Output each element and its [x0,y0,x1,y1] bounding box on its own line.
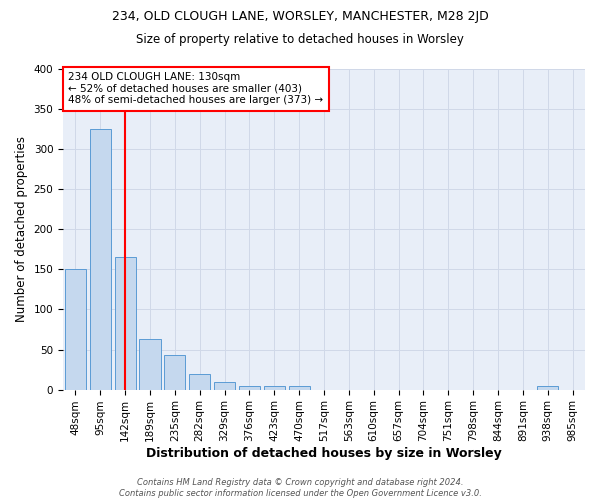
Bar [264,386,285,390]
Bar [537,386,558,390]
Bar [239,386,260,390]
Text: Contains HM Land Registry data © Crown copyright and database right 2024.
Contai: Contains HM Land Registry data © Crown c… [119,478,481,498]
Bar [214,382,235,390]
Bar [289,386,310,390]
Bar [115,258,136,390]
Bar [90,129,111,390]
Text: 234, OLD CLOUGH LANE, WORSLEY, MANCHESTER, M28 2JD: 234, OLD CLOUGH LANE, WORSLEY, MANCHESTE… [112,10,488,23]
Bar [189,374,210,390]
Bar [164,355,185,390]
Bar [65,270,86,390]
Bar [139,339,161,390]
Y-axis label: Number of detached properties: Number of detached properties [15,136,28,322]
X-axis label: Distribution of detached houses by size in Worsley: Distribution of detached houses by size … [146,447,502,460]
Text: 234 OLD CLOUGH LANE: 130sqm
← 52% of detached houses are smaller (403)
48% of se: 234 OLD CLOUGH LANE: 130sqm ← 52% of det… [68,72,323,106]
Text: Size of property relative to detached houses in Worsley: Size of property relative to detached ho… [136,32,464,46]
